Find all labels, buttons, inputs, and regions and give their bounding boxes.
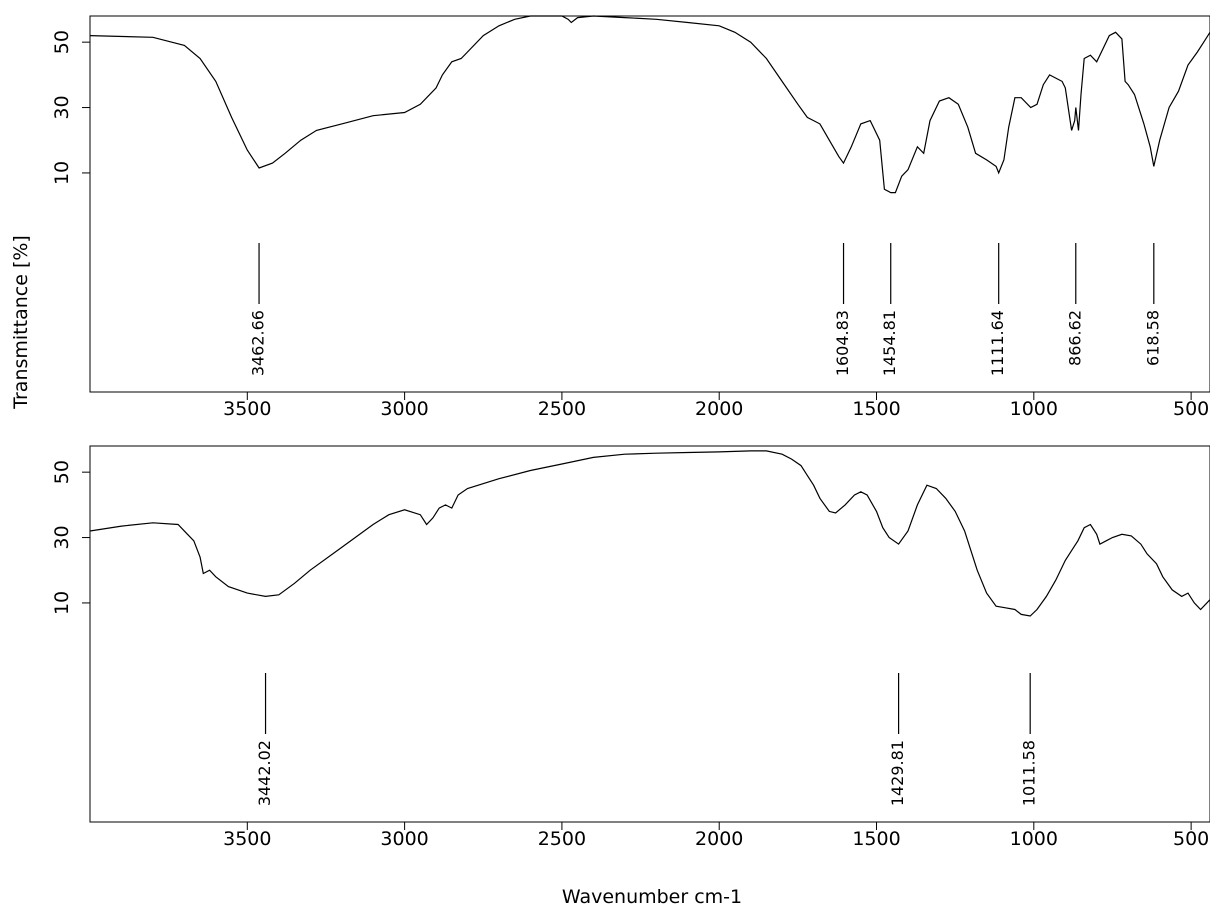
x-tick-label: 1000 [1010, 398, 1058, 420]
x-tick-label: 500 [1173, 398, 1209, 420]
x-tick-label: 3000 [380, 398, 428, 420]
spectrum-panel-2: 3500 3000 2500 2000 1500 1000 500 10 30 50 3442.02… [51, 445, 1210, 850]
peak-label: 3462.66 [249, 310, 268, 376]
x-tick-label: 2000 [695, 828, 743, 850]
peak-label: 1111.64 [988, 310, 1007, 376]
x-tick-label: 1500 [852, 828, 900, 850]
x-tick-label: 3500 [223, 828, 271, 850]
peak-label: 1011.58 [1020, 740, 1039, 806]
x-tick-label: 2500 [538, 828, 586, 850]
plot-frame [89, 445, 1210, 823]
y-tick-label: 50 [51, 30, 73, 54]
plot-frame [89, 15, 1210, 393]
x-tick-label: 2500 [538, 398, 586, 420]
x-tick-label: 1000 [1010, 828, 1058, 850]
peak-label: 866.62 [1065, 310, 1084, 366]
peak-label: 618.58 [1143, 310, 1162, 366]
x-tick-label: 500 [1173, 828, 1209, 850]
peak-label: 1604.83 [833, 310, 852, 376]
x-tick-label: 1500 [852, 398, 900, 420]
y-tick-label: 30 [51, 525, 73, 549]
y-tick-label: 10 [51, 591, 73, 615]
peak-label: 1454.81 [880, 310, 899, 376]
spectrum-line [89, 450, 1210, 617]
x-axis-title: Wavenumber cm-1 [562, 886, 742, 908]
x-tick-label: 3000 [380, 828, 428, 850]
x-tick-label: 3500 [223, 398, 271, 420]
y-tick-label: 10 [51, 161, 73, 185]
y-tick-label: 50 [51, 460, 73, 484]
y-tick-label: 30 [51, 95, 73, 119]
spectrum-line [89, 15, 1210, 194]
y-axis-title: Transmittance [%] [10, 235, 32, 410]
spectrum-panel-1: 3500 3000 2500 2000 1500 1000 500 10 30 50 3462.66… [51, 15, 1210, 420]
peak-label: 1429.81 [888, 740, 907, 806]
x-tick-label: 2000 [695, 398, 743, 420]
peak-label: 3442.02 [255, 740, 274, 806]
